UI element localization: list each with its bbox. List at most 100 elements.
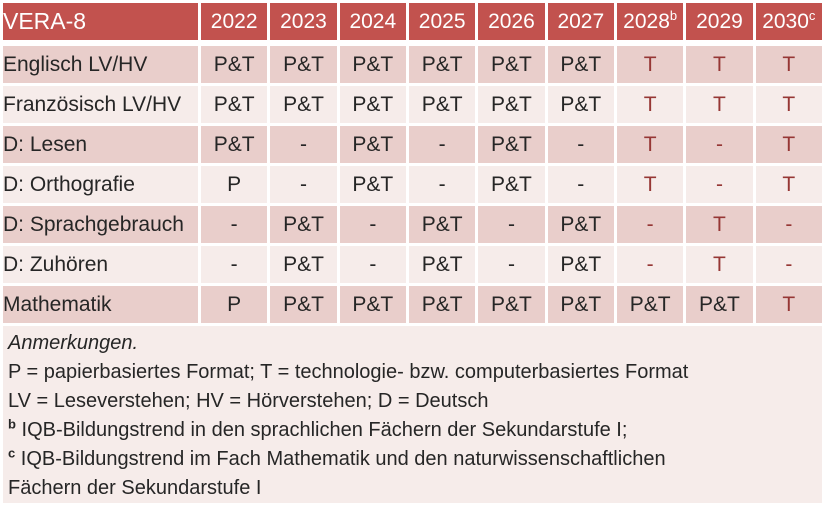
format-cell: P&T [270,46,337,83]
year-header-2022: 2022 [201,3,268,43]
format-cell: T [616,46,684,83]
format-cell: P&T [201,86,268,123]
format-cell: - [270,126,337,163]
table-row: D: Zuhören - P&T - P&T - P&T - T - [3,246,822,283]
format-cell: - [270,166,337,203]
format-cell: T [616,86,684,123]
format-cell: P&T [547,246,614,283]
format-cell: P&T [408,206,476,243]
format-cell: - [339,246,406,283]
note-line: Fächern der Sekundarstufe I [8,477,262,499]
table-row: Mathematik P P&T P&T P&T P&T P&T P&T P&T T [3,286,822,323]
format-cell: T [755,166,822,203]
subject-label: D: Lesen [3,126,198,163]
format-cell: - [616,246,684,283]
format-cell: P&T [408,46,476,83]
note-line: Anmerkungen. [8,332,139,354]
notes-section: Anmerkungen. P = papierbasiertes Format; … [3,326,822,503]
subject-label: Englisch LV/HV [3,46,198,83]
format-cell: T [755,286,822,323]
format-cell: P&T [478,46,545,83]
subject-label: Mathematik [3,286,198,323]
format-cell: P&T [686,286,753,323]
format-cell: P&T [408,246,476,283]
format-cell: - [408,126,476,163]
table-row: Französisch LV/HV P&T P&T P&T P&T P&T P&T T T T [3,86,822,123]
format-cell: P&T [478,86,545,123]
format-cell: T [616,166,684,203]
format-cell: P&T [408,86,476,123]
year-header-2027: 2027 [547,3,614,43]
format-cell: T [686,206,753,243]
format-cell: P&T [547,86,614,123]
year-header-2030: 2030c [755,3,822,43]
format-cell: P&T [339,126,406,163]
format-cell: - [478,246,545,283]
year-header-2026: 2026 [478,3,545,43]
format-cell: T [755,86,822,123]
note-line: LV = Leseverstehen; HV = Hörverstehen; D… [8,390,489,412]
subject-label: D: Orthografie [3,166,198,203]
format-cell: T [755,46,822,83]
table-title: VERA-8 [3,3,198,43]
table-row: D: Lesen P&T - P&T - P&T - T - T [3,126,822,163]
format-cell: P [201,286,268,323]
format-cell: T [616,126,684,163]
format-cell: - [339,206,406,243]
format-cell: P&T [547,46,614,83]
format-cell: P&T [201,126,268,163]
subject-label: Französisch LV/HV [3,86,198,123]
subject-label: D: Sprachgebrauch [3,206,198,243]
format-cell: P&T [547,206,614,243]
table-row: Englisch LV/HV P&T P&T P&T P&T P&T P&T T T T [3,46,822,83]
year-header-2025: 2025 [408,3,476,43]
format-cell: T [755,126,822,163]
format-cell: P&T [408,286,476,323]
format-cell: P&T [616,286,684,323]
format-cell: P&T [478,286,545,323]
format-cell: P&T [339,86,406,123]
format-cell: P&T [478,126,545,163]
note-line: c IQB-Bildungstrend im Fach Mathematik u… [8,445,666,470]
format-cell: - [478,206,545,243]
format-cell: P&T [270,86,337,123]
note-line: P = papierbasiertes Format; T = technolo… [8,361,689,383]
format-cell: P&T [478,166,545,203]
table-row: D: Orthografie P - P&T - P&T - T - T [3,166,822,203]
table-body: Englisch LV/HV P&T P&T P&T P&T P&T P&T T T T Franz… [3,46,822,323]
header-row: VERA-8 2022 2023 2024 2025 2026 2027 2028b 2029… [3,3,822,43]
format-cell: - [755,246,822,283]
format-cell: P&T [270,206,337,243]
footnote-marker: c [8,445,16,461]
format-cell: - [547,166,614,203]
format-cell: T [686,246,753,283]
year-header-2024: 2024 [339,3,406,43]
format-cell: P&T [201,46,268,83]
format-cell: P&T [270,246,337,283]
footnote-marker: b [8,416,16,432]
footnote-marker: c [808,7,816,23]
format-cell: - [616,206,684,243]
format-cell: - [686,126,753,163]
year-header-2029: 2029 [686,3,753,43]
format-cell: P [201,166,268,203]
format-cell: - [201,206,268,243]
footnote-marker: b [669,7,678,23]
format-cell: - [201,246,268,283]
subject-label: D: Zuhören [3,246,198,283]
year-header-2028: 2028b [616,3,684,43]
format-cell: P&T [339,286,406,323]
format-cell: T [686,46,753,83]
format-cell: P&T [339,46,406,83]
format-cell: T [686,86,753,123]
format-cell: - [408,166,476,203]
vera8-schedule-table: VERA-8 2022 2023 2024 2025 2026 2027 2028b 2029… [3,3,822,323]
format-cell: P&T [270,286,337,323]
format-cell: P&T [547,286,614,323]
format-cell: P&T [339,166,406,203]
year-header-2023: 2023 [270,3,337,43]
format-cell: - [686,166,753,203]
note-line: b IQB-Bildungstrend in den sprachlichen … [8,416,628,441]
table-row: D: Sprachgebrauch - P&T - P&T - P&T - T - [3,206,822,243]
format-cell: - [755,206,822,243]
